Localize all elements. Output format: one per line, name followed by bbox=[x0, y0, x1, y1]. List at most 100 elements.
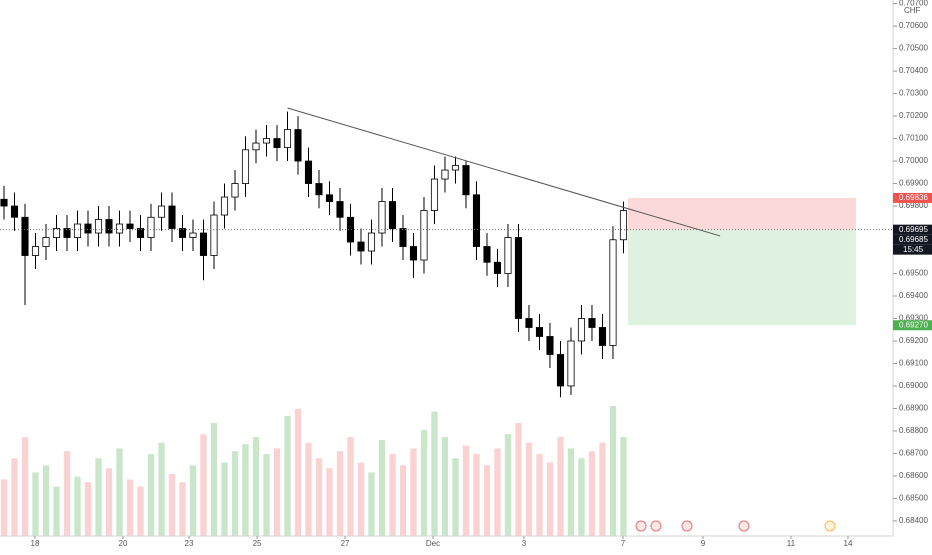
volume-bar bbox=[0, 479, 8, 536]
event-icon[interactable] bbox=[635, 520, 647, 532]
candle-body bbox=[462, 165, 470, 196]
candle-body bbox=[199, 232, 208, 256]
candle-body bbox=[283, 129, 292, 148]
candle-body bbox=[115, 223, 124, 234]
candle-body bbox=[52, 228, 61, 238]
volume-bar bbox=[326, 468, 333, 536]
price-label: 0.69695 bbox=[899, 225, 928, 234]
volume-bar bbox=[189, 465, 197, 536]
volume-bar bbox=[609, 406, 617, 536]
event-icons bbox=[635, 520, 836, 532]
candle-body bbox=[315, 183, 323, 196]
event-icon[interactable] bbox=[650, 520, 662, 532]
volume-bar bbox=[462, 445, 470, 536]
candle-body bbox=[73, 223, 82, 238]
countdown-box bbox=[893, 244, 932, 255]
candle-body bbox=[472, 194, 481, 247]
volume-bar bbox=[95, 458, 102, 536]
candle-body bbox=[504, 237, 512, 274]
x-tick-label: 3 bbox=[522, 539, 527, 548]
candle-body bbox=[609, 239, 617, 346]
event-icon[interactable] bbox=[738, 520, 750, 532]
candle-body bbox=[273, 138, 281, 148]
target-zone bbox=[627, 229, 856, 326]
candle-body bbox=[346, 216, 355, 243]
volume-bar bbox=[200, 434, 207, 536]
volume-bar bbox=[399, 465, 407, 536]
volume-bar bbox=[231, 451, 239, 536]
y-tick-label: 0.68400 bbox=[899, 516, 928, 525]
price-label-box bbox=[893, 192, 932, 203]
volume-bar bbox=[210, 422, 218, 536]
volume-bar bbox=[137, 486, 144, 536]
candle-body bbox=[451, 165, 460, 171]
volume-bar bbox=[21, 437, 29, 536]
candle-body bbox=[304, 160, 313, 184]
x-tick-label: 23 bbox=[185, 539, 194, 548]
volume-bar bbox=[116, 448, 123, 536]
volume-bar bbox=[620, 437, 627, 536]
stop-zone bbox=[627, 197, 856, 230]
currency-label: CHF bbox=[904, 6, 921, 15]
volume-bar bbox=[168, 473, 176, 536]
volume-bar bbox=[357, 462, 365, 536]
x-tick-label: 14 bbox=[844, 539, 853, 548]
y-tick-label: 0.69900 bbox=[899, 179, 928, 188]
y-tick-label: 0.69100 bbox=[899, 359, 928, 368]
volume-bar bbox=[483, 465, 491, 536]
candle-body bbox=[546, 336, 554, 355]
y-tick-label: 0.68900 bbox=[899, 404, 928, 413]
volume-bar bbox=[588, 451, 596, 536]
price-label-box bbox=[893, 234, 932, 245]
volume-bar bbox=[105, 468, 113, 536]
volume-bar bbox=[32, 472, 39, 536]
candle-body bbox=[567, 340, 575, 387]
volume-bar bbox=[242, 444, 249, 536]
volume-bar bbox=[294, 408, 302, 536]
volume-bar bbox=[536, 454, 543, 536]
candle-body bbox=[231, 183, 239, 198]
candle-body bbox=[210, 214, 218, 256]
volume-bar bbox=[147, 454, 155, 536]
volume-bar bbox=[452, 458, 459, 536]
volume-bar bbox=[126, 479, 134, 536]
candle-body bbox=[63, 228, 71, 238]
candle-body bbox=[21, 216, 29, 256]
candle-body bbox=[136, 228, 145, 238]
candle-body bbox=[525, 318, 533, 328]
candle-body bbox=[126, 223, 134, 229]
volume-bar bbox=[221, 462, 228, 536]
y-tick-label: 0.69800 bbox=[899, 201, 928, 210]
volume-bar bbox=[578, 458, 585, 536]
candle-body bbox=[535, 327, 544, 337]
candle-body bbox=[42, 237, 50, 247]
price-label-box bbox=[893, 320, 932, 331]
volume-bar bbox=[179, 482, 186, 536]
x-tick-label: 11 bbox=[787, 539, 796, 548]
countdown: 15:45 bbox=[903, 245, 924, 254]
y-tick-label: 0.69500 bbox=[899, 269, 928, 278]
candle-body bbox=[399, 228, 407, 247]
candle-body bbox=[357, 241, 365, 252]
candle-body bbox=[157, 205, 166, 218]
volume-bar bbox=[315, 458, 323, 536]
candle-body bbox=[598, 327, 607, 346]
volume-bar bbox=[473, 454, 480, 536]
candle-body bbox=[514, 237, 523, 319]
event-icon[interactable] bbox=[681, 520, 693, 532]
candle-body bbox=[441, 169, 449, 180]
y-tick-label: 0.70500 bbox=[899, 44, 928, 53]
x-tick-label: 9 bbox=[701, 539, 706, 548]
candle-body bbox=[378, 201, 386, 234]
candle-body bbox=[483, 246, 491, 263]
volume-bar bbox=[63, 451, 71, 536]
volume-bar bbox=[252, 437, 260, 536]
candle-body bbox=[241, 149, 250, 184]
y-tick-label: 0.69000 bbox=[899, 381, 928, 390]
y-tick-label: 0.68500 bbox=[899, 494, 928, 503]
x-tick-label: 7 bbox=[621, 539, 626, 548]
candle-body bbox=[430, 178, 439, 211]
candle-body bbox=[168, 205, 176, 229]
event-icon[interactable] bbox=[824, 520, 836, 532]
